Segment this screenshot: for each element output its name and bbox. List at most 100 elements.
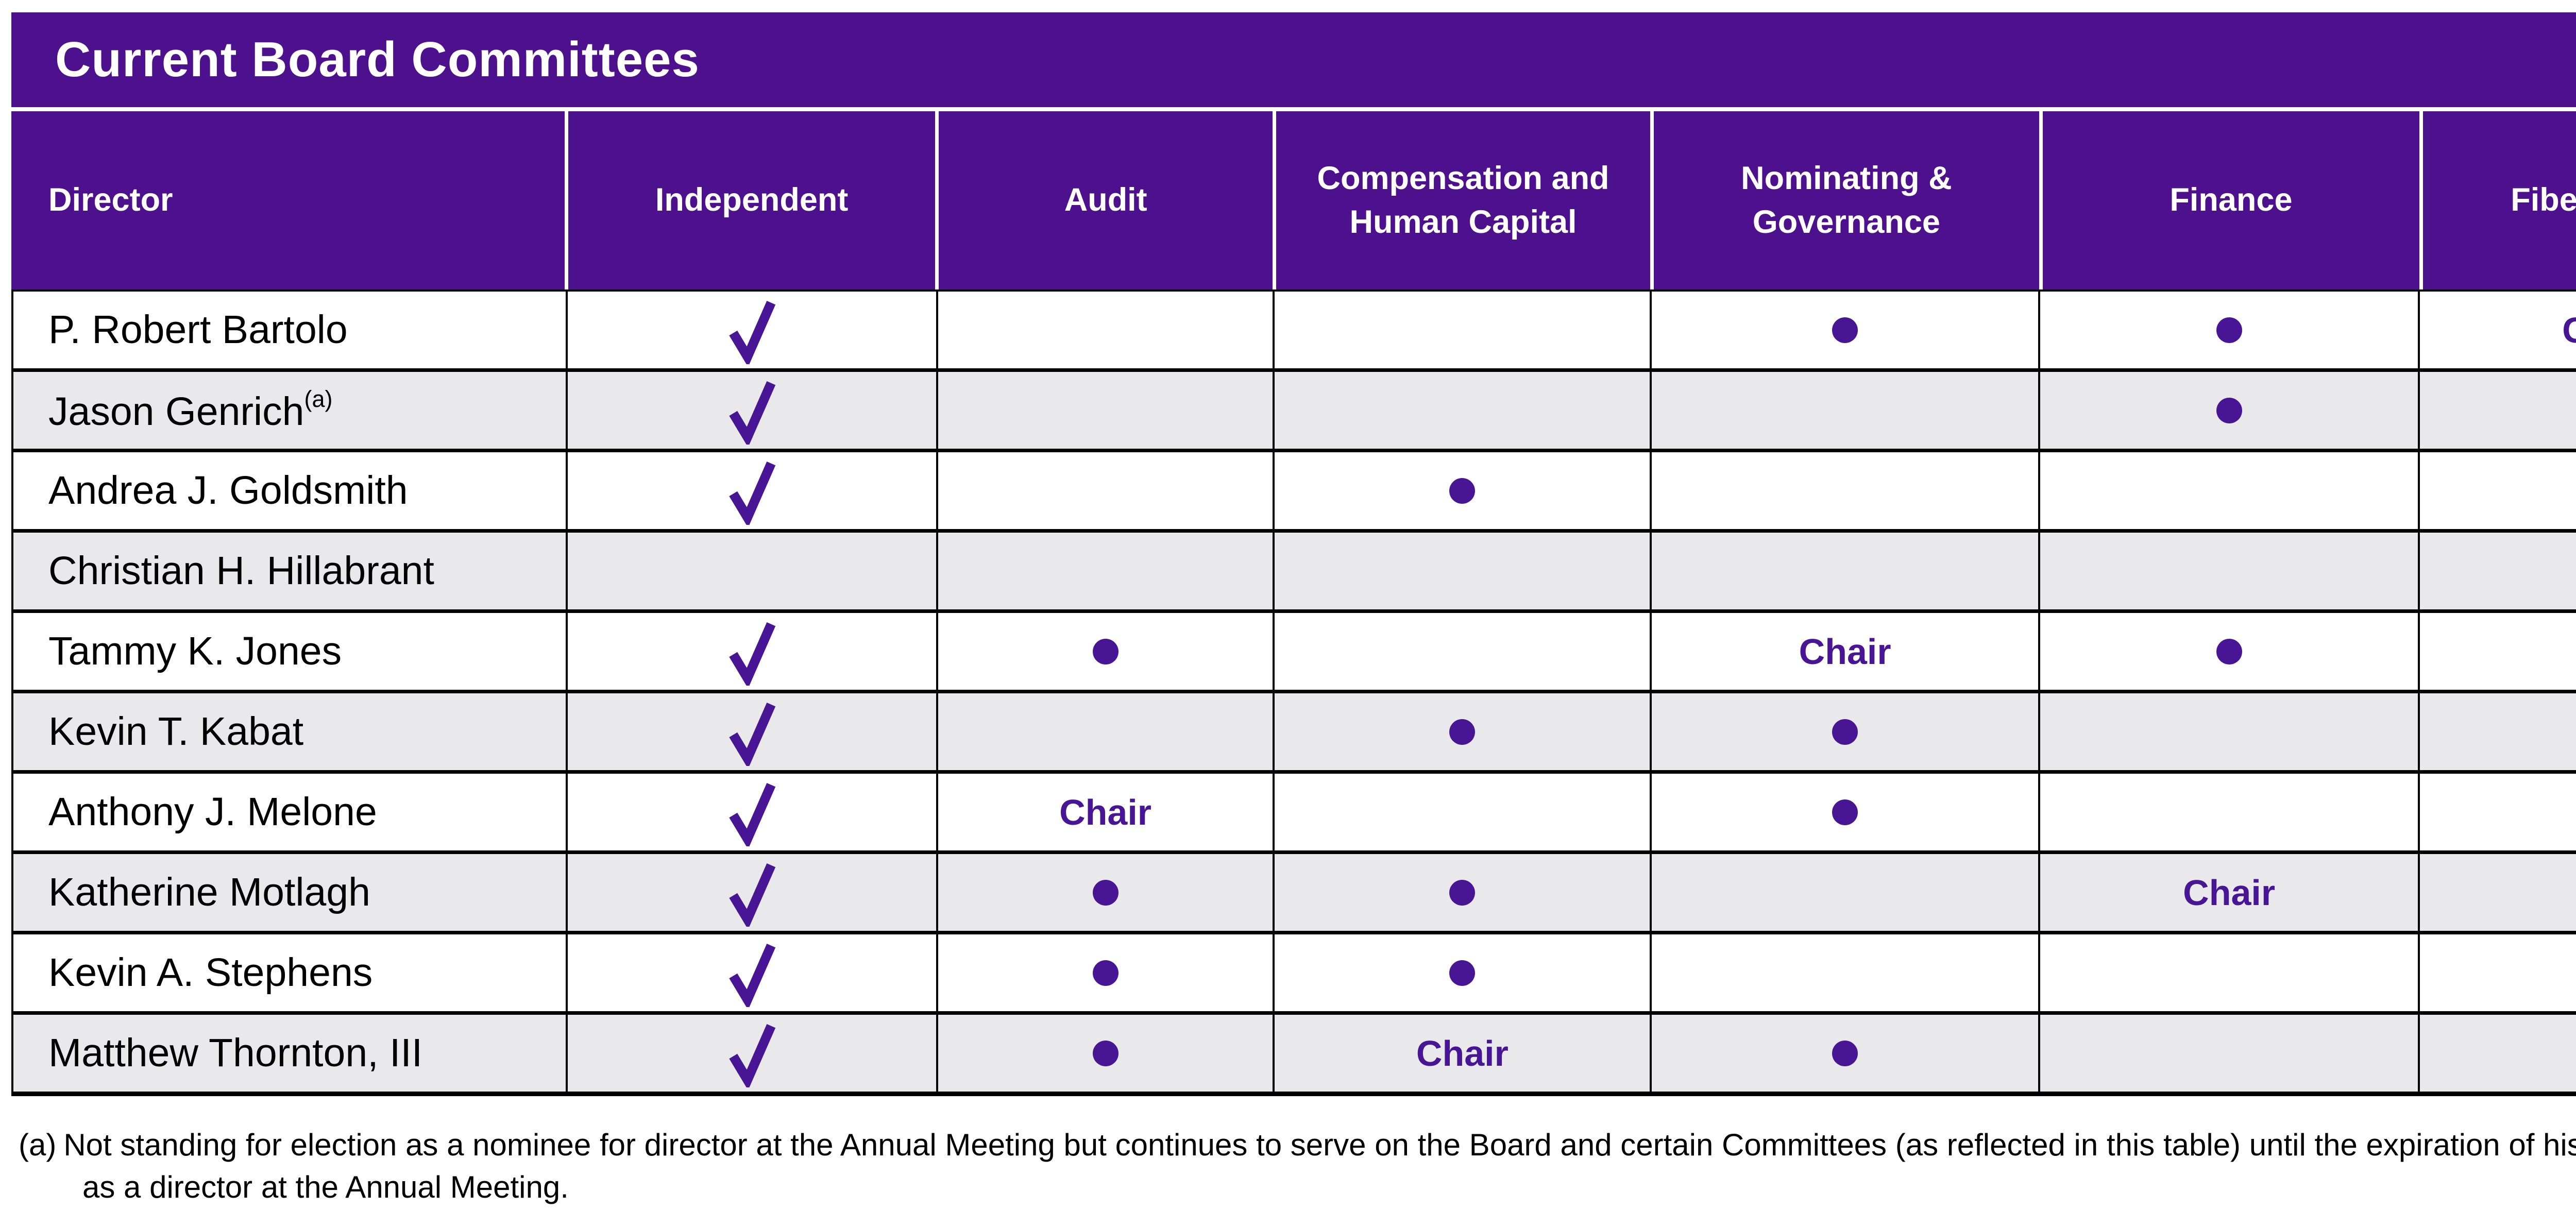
column-header-fiber_review: Fiber Review [2419, 111, 2576, 289]
cell-compensation [1273, 452, 1650, 529]
director-name: Kevin A. Stephens [48, 950, 373, 995]
director-name: Katherine Motlagh [48, 870, 370, 914]
member-dot-icon [1449, 719, 1476, 745]
table-row: Jason Genrich(a) [13, 368, 2576, 449]
table-title-bar: Current Board Committees [11, 12, 2576, 107]
member-dot-icon [2216, 397, 2242, 423]
member-dot-icon [2216, 638, 2242, 664]
cell-audit [936, 934, 1273, 1011]
cell-fiber_review [2418, 533, 2576, 609]
independent-check-icon [728, 782, 775, 846]
table-row: Kevin A. Stephens [13, 931, 2576, 1011]
cell-director: Anthony J. Melone [13, 774, 566, 850]
footnote-reference: (a) [304, 386, 333, 412]
cell-independent [566, 533, 936, 609]
board-committees-table: Current Board Committees Director Indepen… [11, 12, 2576, 1096]
cell-nominating [1650, 854, 2038, 931]
cell-audit [936, 613, 1273, 690]
chair-label: Chair [1799, 631, 1891, 672]
director-name: Anthony J. Melone [48, 790, 377, 834]
cell-finance [2038, 613, 2418, 690]
cell-nominating [1650, 934, 2038, 1011]
cell-nominating [1650, 533, 2038, 609]
independent-check-icon [728, 461, 775, 525]
footnote: (a) Not standing for election as a nomine… [11, 1124, 2576, 1208]
cell-compensation [1273, 774, 1650, 850]
column-header-audit: Audit [935, 111, 1273, 289]
member-dot-icon [1832, 317, 1858, 343]
cell-nominating [1650, 292, 2038, 368]
cell-fiber_review [2418, 774, 2576, 850]
cell-finance [2038, 533, 2418, 609]
cell-director: Jason Genrich(a) [13, 372, 566, 449]
table-row: Katherine Motlagh Chair [13, 850, 2576, 931]
footnote-marker: (a) [19, 1128, 57, 1162]
cell-director: Andrea J. Goldsmith [13, 452, 566, 529]
cell-independent [566, 372, 936, 449]
cell-independent [566, 1015, 936, 1092]
column-header-independent: Independent [564, 111, 936, 289]
member-dot-icon [1092, 1040, 1118, 1066]
cell-nominating [1650, 452, 2038, 529]
table-row: Anthony J. Melone Chair [13, 770, 2576, 850]
cell-compensation [1273, 372, 1650, 449]
cell-fiber_review [2418, 1015, 2576, 1092]
cell-finance [2038, 774, 2418, 850]
cell-compensation [1273, 934, 1650, 1011]
cell-audit [936, 1015, 1273, 1092]
table-title: Current Board Committees [55, 32, 700, 87]
cell-compensation [1273, 533, 1650, 609]
member-dot-icon [1092, 960, 1118, 986]
director-name: Jason Genrich(a) [48, 386, 333, 434]
member-dot-icon [1092, 879, 1118, 906]
chair-label: Chair [2183, 872, 2276, 913]
cell-independent [566, 613, 936, 690]
independent-check-icon [728, 300, 775, 364]
table-body: P. Robert Bartolo Chair Jason Genrich(a) An… [11, 289, 2576, 1096]
cell-independent [566, 854, 936, 931]
cell-audit [936, 533, 1273, 609]
cell-fiber_review [2418, 854, 2576, 931]
member-dot-icon [2216, 317, 2242, 343]
cell-audit [936, 292, 1273, 368]
independent-check-icon [728, 702, 775, 766]
cell-compensation [1273, 292, 1650, 368]
cell-nominating [1650, 372, 2038, 449]
director-name: Tammy K. Jones [48, 629, 342, 673]
cell-independent [566, 934, 936, 1011]
cell-audit [936, 372, 1273, 449]
director-name: Andrea J. Goldsmith [48, 468, 408, 513]
table-row: Tammy K. Jones Chair [13, 609, 2576, 690]
cell-compensation: Chair [1273, 1015, 1650, 1092]
column-header-finance: Finance [2039, 111, 2420, 289]
member-dot-icon [1449, 478, 1476, 504]
cell-director: Kevin T. Kabat [13, 693, 566, 770]
member-dot-icon [1092, 638, 1118, 664]
table-row: Andrea J. Goldsmith [13, 449, 2576, 529]
cell-independent [566, 292, 936, 368]
chair-label: Chair [1416, 1033, 1509, 1073]
cell-audit [936, 693, 1273, 770]
cell-audit [936, 854, 1273, 931]
cell-nominating [1650, 774, 2038, 850]
cell-fiber_review [2418, 613, 2576, 690]
cell-audit [936, 452, 1273, 529]
cell-compensation [1273, 613, 1650, 690]
cell-director: P. Robert Bartolo [13, 292, 566, 368]
cell-director: Matthew Thornton, III [13, 1015, 566, 1092]
member-dot-icon [1449, 879, 1476, 906]
cell-fiber_review [2418, 372, 2576, 449]
cell-finance [2038, 693, 2418, 770]
cell-fiber_review [2418, 452, 2576, 529]
cell-finance [2038, 934, 2418, 1011]
member-dot-icon [1449, 960, 1476, 986]
cell-nominating [1650, 1015, 2038, 1092]
independent-check-icon [728, 622, 775, 686]
chair-label: Chair [1059, 792, 1152, 832]
cell-compensation [1273, 854, 1650, 931]
column-header-compensation: Compensation and Human Capital [1273, 111, 1651, 289]
cell-audit: Chair [936, 774, 1273, 850]
director-name: Christian H. Hillabrant [48, 549, 434, 593]
table-row: P. Robert Bartolo Chair [13, 292, 2576, 368]
